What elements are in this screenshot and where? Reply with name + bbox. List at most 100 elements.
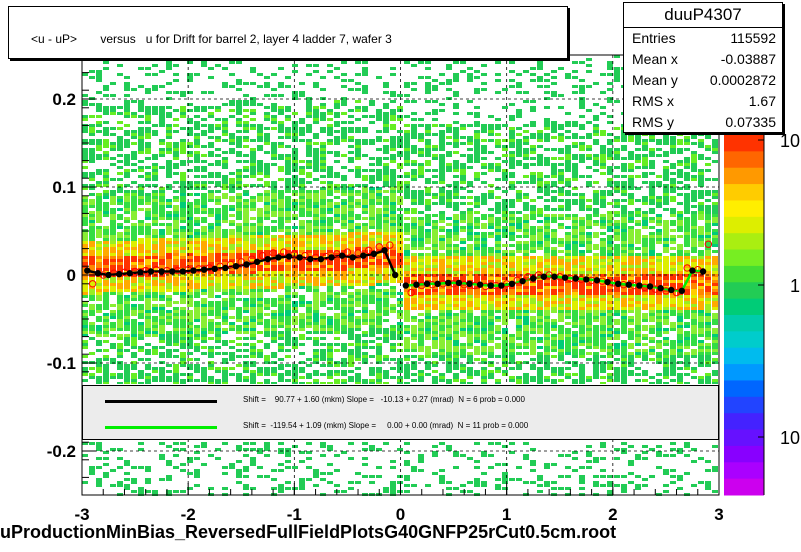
stats-row-entries: Entries 115592 [624, 28, 782, 49]
stats-value: 0.07335 [725, 114, 776, 130]
colorbar-cell [724, 135, 764, 152]
data-point-black [94, 270, 102, 277]
data-point-black [360, 252, 367, 259]
data-point-black [551, 273, 558, 280]
data-point-black [699, 268, 707, 275]
data-point-red [269, 249, 277, 257]
data-point-black [115, 270, 123, 278]
data-point-red [407, 288, 415, 297]
data-point-black [572, 275, 579, 282]
stats-value: 115592 [730, 30, 776, 46]
data-point-black [296, 254, 303, 261]
data-point-black [232, 263, 240, 270]
data-point-red [237, 258, 245, 266]
colorbar-cell [724, 184, 764, 201]
title-box: <u - uP> versus u for Drift for barrel 2… [8, 6, 568, 59]
stats-row-rms-x: RMS x 1.67 [624, 91, 782, 112]
data-point-black [338, 252, 346, 259]
data-point-red [88, 280, 97, 288]
data-point-black [678, 287, 686, 295]
data-point-black [530, 275, 537, 282]
colorbar-cell [724, 413, 764, 431]
colorbar-cell [724, 298, 764, 316]
data-point-black [349, 254, 356, 261]
data-point-black [476, 281, 484, 288]
colorbar-cell [724, 167, 764, 185]
y-tick-label: -0.2 [47, 442, 76, 461]
data-point-black [657, 285, 664, 292]
stats-value: 0.0002872 [709, 72, 776, 88]
colorbar-tick-label: 1 [790, 276, 800, 296]
data-point-black [84, 267, 91, 274]
stats-row-rms-y: RMS y 0.07335 [624, 112, 782, 133]
data-point-red [343, 248, 352, 256]
data-point-black [625, 281, 632, 288]
legend-text: Shift = 90.77 + 1.60 (mkm) Slope = -10.1… [243, 395, 525, 404]
stats-value: -0.03887 [720, 51, 776, 67]
data-point-black [328, 254, 335, 261]
data-point-black [307, 255, 314, 263]
fit-legend: Shift = 90.77 + 1.60 (mkm) Slope = -10.1… [82, 385, 719, 440]
data-point-red [280, 248, 288, 256]
axes: -3 -2 -1 0 1 2 3 -0.2 -0.1 0 0.1 0.2 [47, 54, 724, 524]
stats-row-mean-y: Mean y 0.0002872 [624, 70, 782, 91]
colorbar-cell [724, 462, 764, 480]
data-point-black [636, 282, 643, 289]
stats-label: RMS x [632, 93, 674, 109]
colorbar-tick-label: 10 [780, 428, 800, 448]
data-point-black [147, 268, 155, 275]
legend-line-green [105, 426, 217, 429]
legend-entry-green: Shift = -119.54 + 1.09 (mkm) Slope = 0.0… [83, 416, 718, 436]
colorbar-cell [724, 265, 764, 283]
data-point-black [604, 278, 611, 286]
colorbar-cell [724, 151, 764, 169]
colorbar-cell [724, 347, 764, 365]
chart-title: <u - uP> versus u for Drift for barrel 2… [31, 32, 392, 46]
data-points [84, 240, 713, 297]
data-point-black [211, 265, 218, 273]
legend-entry-black: Shift = 90.77 + 1.60 (mkm) Slope = -10.1… [83, 390, 718, 410]
data-point-black [253, 258, 261, 265]
data-point-black [381, 247, 388, 254]
legend-text: Shift = -119.54 + 1.09 (mkm) Slope = 0.0… [243, 421, 529, 430]
x-tick-label: 1 [502, 505, 511, 524]
x-axis-label: uProductionMinBias_ReversedFullFieldPlot… [0, 522, 617, 542]
colorbar-cell [724, 216, 764, 234]
stats-label: RMS y [632, 114, 674, 130]
data-point-black [413, 281, 420, 288]
stats-value: 1.67 [748, 93, 776, 109]
stats-label: Mean x [632, 51, 678, 67]
y-tick-label: 0.1 [52, 178, 76, 197]
data-point-red [364, 246, 373, 255]
data-point-black [200, 266, 208, 273]
stats-label: Entries [632, 30, 676, 46]
data-point-black [466, 280, 473, 287]
data-point-black [519, 277, 526, 285]
colorbar-cell [724, 249, 764, 267]
colorbar-cell [724, 200, 764, 218]
data-point-red [290, 250, 299, 258]
data-point-black [668, 286, 675, 294]
data-point-black [434, 280, 441, 287]
data-point-red [386, 241, 394, 249]
data-point-black [190, 267, 197, 274]
data-point-black [105, 271, 112, 279]
y-tick-label: 0 [67, 266, 76, 285]
data-point-black [689, 267, 696, 274]
data-point-black [179, 268, 187, 275]
data-point-black [646, 283, 654, 290]
x-tick-label: 3 [714, 505, 723, 524]
data-point-black [498, 282, 505, 289]
colorbar-cell [724, 380, 764, 398]
data-point-red [354, 249, 362, 257]
data-point-black [243, 261, 250, 268]
data-point-black [158, 268, 165, 275]
data-point-black [264, 255, 271, 263]
data-point-black [540, 273, 548, 280]
data-point-black [402, 282, 410, 289]
data-point-black [445, 279, 452, 287]
data-point-red [258, 251, 267, 260]
data-point-red [683, 264, 691, 272]
colorbar-cell [724, 478, 764, 496]
x-tick-label: 2 [608, 505, 617, 524]
